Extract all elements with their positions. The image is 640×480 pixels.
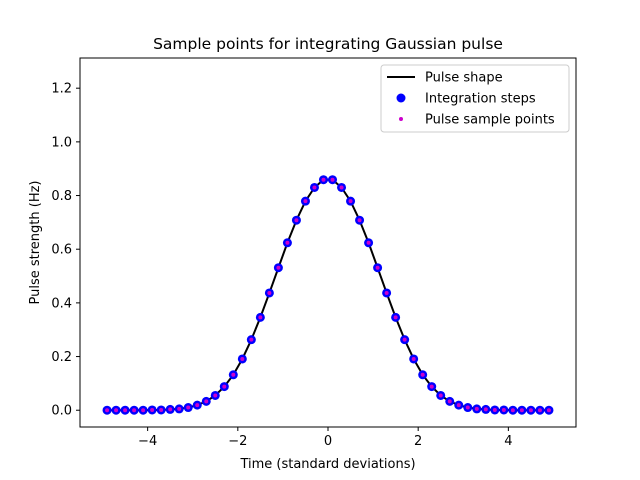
legend-label: Integration steps	[425, 92, 536, 107]
pulse-sample-point	[330, 177, 335, 182]
x-tick-label: −4	[138, 434, 157, 449]
pulse-sample-point	[141, 408, 146, 413]
pulse-sample-point	[348, 199, 353, 204]
pulse-sample-point	[204, 399, 209, 404]
pulse-sample-point	[393, 315, 398, 320]
pulse-sample-point	[537, 408, 542, 413]
pulse-sample-point	[150, 407, 155, 412]
pulse-sample-point	[519, 408, 524, 413]
pulse-sample-point	[114, 408, 119, 413]
pulse-sample-point	[339, 185, 344, 190]
pulse-sample-point	[177, 406, 182, 411]
pulse-sample-point	[303, 199, 308, 204]
plot-frame	[79, 57, 577, 428]
y-tick-label: 0.6	[51, 243, 72, 258]
x-tick-label: 2	[414, 434, 422, 449]
pulse-sample-point	[492, 407, 497, 412]
pulse-sample-point	[411, 356, 416, 361]
pulse-sample-point	[483, 407, 488, 412]
pulse-sample-point	[249, 337, 254, 342]
pulse-sample-point	[474, 406, 479, 411]
pulse-sample-point	[312, 185, 317, 190]
pulse-sample-point	[294, 218, 299, 223]
pulse-sample-point	[402, 337, 407, 342]
pulse-sample-point	[438, 393, 443, 398]
y-tick-label: 0.0	[51, 404, 72, 419]
pulse-sample-point	[132, 408, 137, 413]
chart-title: Sample points for integrating Gaussian p…	[153, 35, 503, 53]
pulse-sample-point	[510, 408, 515, 413]
axis-layer: −4 −2 0 2 4 0.0 0.2 0.4 0.6 0.8 1.0 1.2	[51, 82, 512, 449]
pulse-sample-point	[222, 384, 227, 389]
pulse-sample-point	[213, 393, 218, 398]
pulse-sample-point	[285, 240, 290, 245]
x-tick-label: 0	[324, 434, 332, 449]
pulse-sample-point	[447, 399, 452, 404]
pulse-sample-point	[375, 265, 380, 270]
pulse-sample-point	[501, 407, 506, 412]
pulse-sample-point	[276, 265, 281, 270]
pulse-sample-point	[105, 408, 110, 413]
y-tick-label: 0.4	[51, 296, 72, 311]
x-tick-label: −2	[228, 434, 247, 449]
pulse-sample-point	[384, 290, 389, 295]
legend-swatch-marker	[396, 93, 406, 103]
legend-box	[380, 64, 570, 133]
pulse-sample-point	[258, 315, 263, 320]
pulse-sample-point	[168, 407, 173, 412]
pulse-sample-point	[420, 372, 425, 377]
pulse-sample-point	[195, 403, 200, 408]
legend-swatch-marker	[399, 117, 403, 121]
x-tick-label: 4	[504, 434, 512, 449]
pulse-sample-point	[267, 290, 272, 295]
pulse-sample-point	[366, 240, 371, 245]
pulse-sample-point	[240, 356, 245, 361]
pulse-sample-point	[123, 408, 128, 413]
pulse-sample-point	[546, 408, 551, 413]
pulse-sample-point	[528, 408, 533, 413]
pulse-sample-point	[456, 403, 461, 408]
pulse-sample-point	[159, 407, 164, 412]
pulse-sample-point	[231, 372, 236, 377]
pulse-sample-point	[357, 218, 362, 223]
legend-label: Pulse shape	[425, 71, 503, 86]
y-tick-label: 0.8	[51, 189, 72, 204]
pulse-sample-point	[465, 405, 470, 410]
legend-label: Pulse sample points	[425, 113, 555, 128]
y-tick-label: 1.0	[51, 135, 72, 150]
y-tick-label: 1.2	[51, 82, 72, 97]
x-axis-label: Time (standard deviations)	[239, 457, 415, 472]
y-axis-label: Pulse strength (Hz)	[28, 181, 43, 305]
pulse-sample-point	[429, 384, 434, 389]
series-layer	[102, 175, 554, 415]
pulse-sample-point	[321, 177, 326, 182]
legend: Pulse shape Integration steps Pulse sample…	[380, 64, 570, 133]
pulse-sample-point	[186, 405, 191, 410]
y-tick-label: 0.2	[51, 350, 72, 365]
